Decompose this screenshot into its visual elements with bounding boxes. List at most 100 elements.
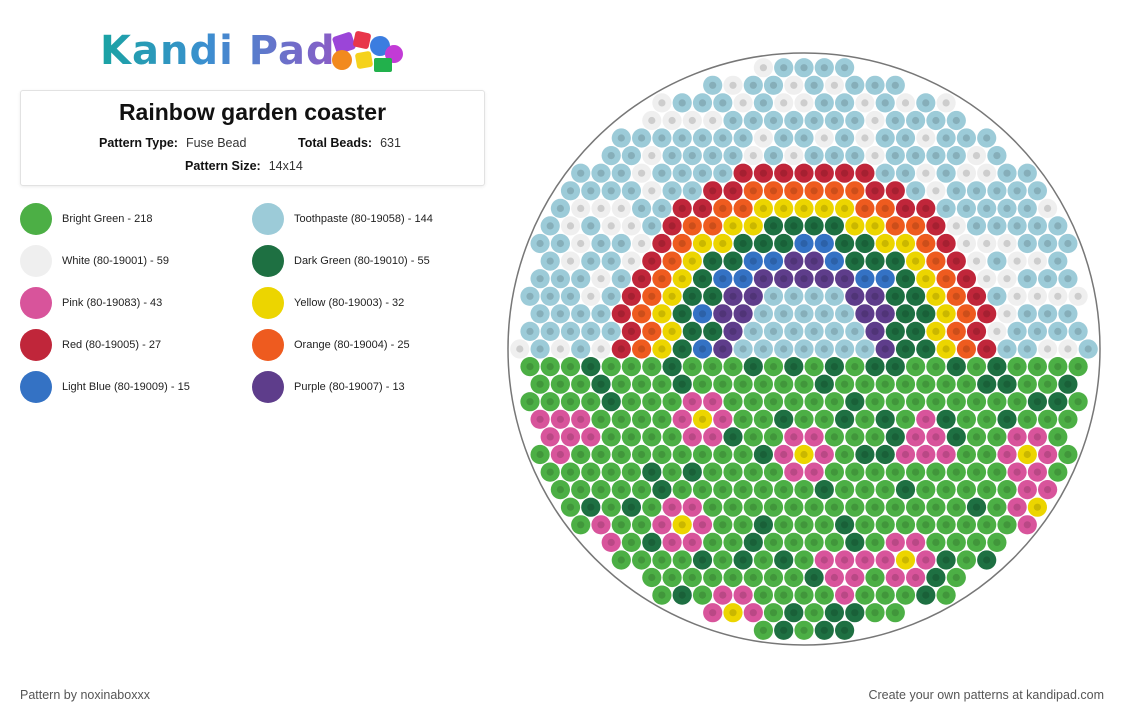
bead-hole (658, 450, 666, 459)
bead (662, 146, 682, 166)
bead (835, 480, 855, 500)
bead (682, 181, 702, 201)
bead (875, 304, 895, 324)
beads-icon (332, 31, 403, 72)
bead (672, 374, 692, 394)
bead (1017, 304, 1037, 324)
bead-hole (962, 204, 970, 212)
bead-hole (749, 187, 757, 195)
bead-hole (1003, 345, 1011, 353)
bead (1027, 392, 1047, 412)
bead-hole (1023, 380, 1031, 388)
kandipad-promo-link[interactable]: Create your own patterns at kandipad.com (868, 688, 1104, 702)
bead (997, 339, 1017, 359)
bead-hole (759, 99, 767, 107)
bead-hole (972, 433, 981, 441)
bead-hole (658, 310, 666, 318)
bead (855, 304, 875, 324)
bead (865, 321, 885, 341)
bead (652, 374, 672, 394)
bead (743, 286, 763, 306)
bead-hole (698, 345, 707, 353)
bead (713, 128, 733, 148)
kandipad-logo[interactable]: Kandi Pad (100, 26, 410, 76)
bead-hole (759, 64, 767, 72)
bead-hole (790, 538, 798, 546)
bead (733, 233, 753, 254)
bead (926, 146, 946, 166)
bead-hole (830, 152, 838, 160)
bead-hole (627, 257, 635, 265)
bead (611, 304, 631, 324)
bead-hole (709, 538, 717, 546)
bead-hole (861, 169, 869, 177)
bead-hole (739, 380, 747, 388)
bead-hole (587, 187, 595, 195)
bead-hole (627, 433, 635, 441)
bead (855, 198, 875, 218)
bead-hole (891, 327, 899, 335)
bead (977, 480, 997, 500)
bead-hole (1064, 239, 1072, 248)
bead (1048, 251, 1068, 271)
bead-hole (942, 415, 950, 423)
bead-hole (820, 450, 828, 459)
bead (621, 357, 641, 377)
bead-hole (546, 398, 554, 406)
bead (662, 392, 682, 412)
bead-hole (556, 415, 564, 423)
bead (1027, 181, 1047, 201)
pattern-credit[interactable]: Pattern by noxinaboxxx (20, 688, 150, 702)
legend-item: Yellow (80-19003) - 32 (252, 286, 404, 320)
bead-hole (820, 415, 828, 423)
bead-hole (668, 433, 676, 441)
bead (794, 93, 814, 113)
bead-hole (698, 134, 707, 142)
bead-hole (1033, 187, 1041, 195)
bead (835, 233, 855, 254)
bead (794, 339, 814, 359)
bead-hole (526, 292, 534, 300)
bead-hole (830, 116, 838, 125)
bead-hole (891, 433, 899, 441)
bead (743, 462, 763, 482)
bead-hole (830, 538, 838, 546)
bead-hole (607, 363, 615, 371)
bead (611, 374, 631, 394)
bead (956, 480, 976, 500)
bead (855, 480, 875, 500)
bead-hole (922, 345, 930, 353)
bead-hole (658, 169, 666, 177)
bead (814, 304, 834, 324)
bead (652, 515, 672, 535)
bead (723, 603, 743, 623)
bead-hole (769, 257, 778, 265)
bead-hole (719, 169, 727, 177)
bead (601, 216, 621, 236)
bead-hole (952, 116, 960, 125)
bead (784, 321, 804, 341)
bead (581, 497, 601, 517)
bead (713, 480, 733, 500)
bead (895, 339, 916, 359)
bead (804, 392, 824, 412)
bead (814, 409, 834, 429)
bead-hole (952, 222, 960, 230)
bead (763, 75, 784, 95)
bead (906, 181, 926, 201)
bead (733, 339, 753, 359)
bead (1027, 462, 1047, 482)
bead (601, 321, 621, 341)
bead-pattern-canvas (507, 52, 1101, 646)
bead-hole (871, 573, 879, 582)
bead-hole (972, 538, 981, 546)
bead (926, 251, 946, 271)
bead-hole (729, 573, 737, 582)
bead (733, 409, 753, 429)
bead-hole (749, 433, 757, 441)
bead (977, 409, 997, 429)
bead (763, 321, 784, 341)
bead (672, 198, 692, 218)
bead (753, 374, 773, 394)
bead (814, 480, 834, 500)
